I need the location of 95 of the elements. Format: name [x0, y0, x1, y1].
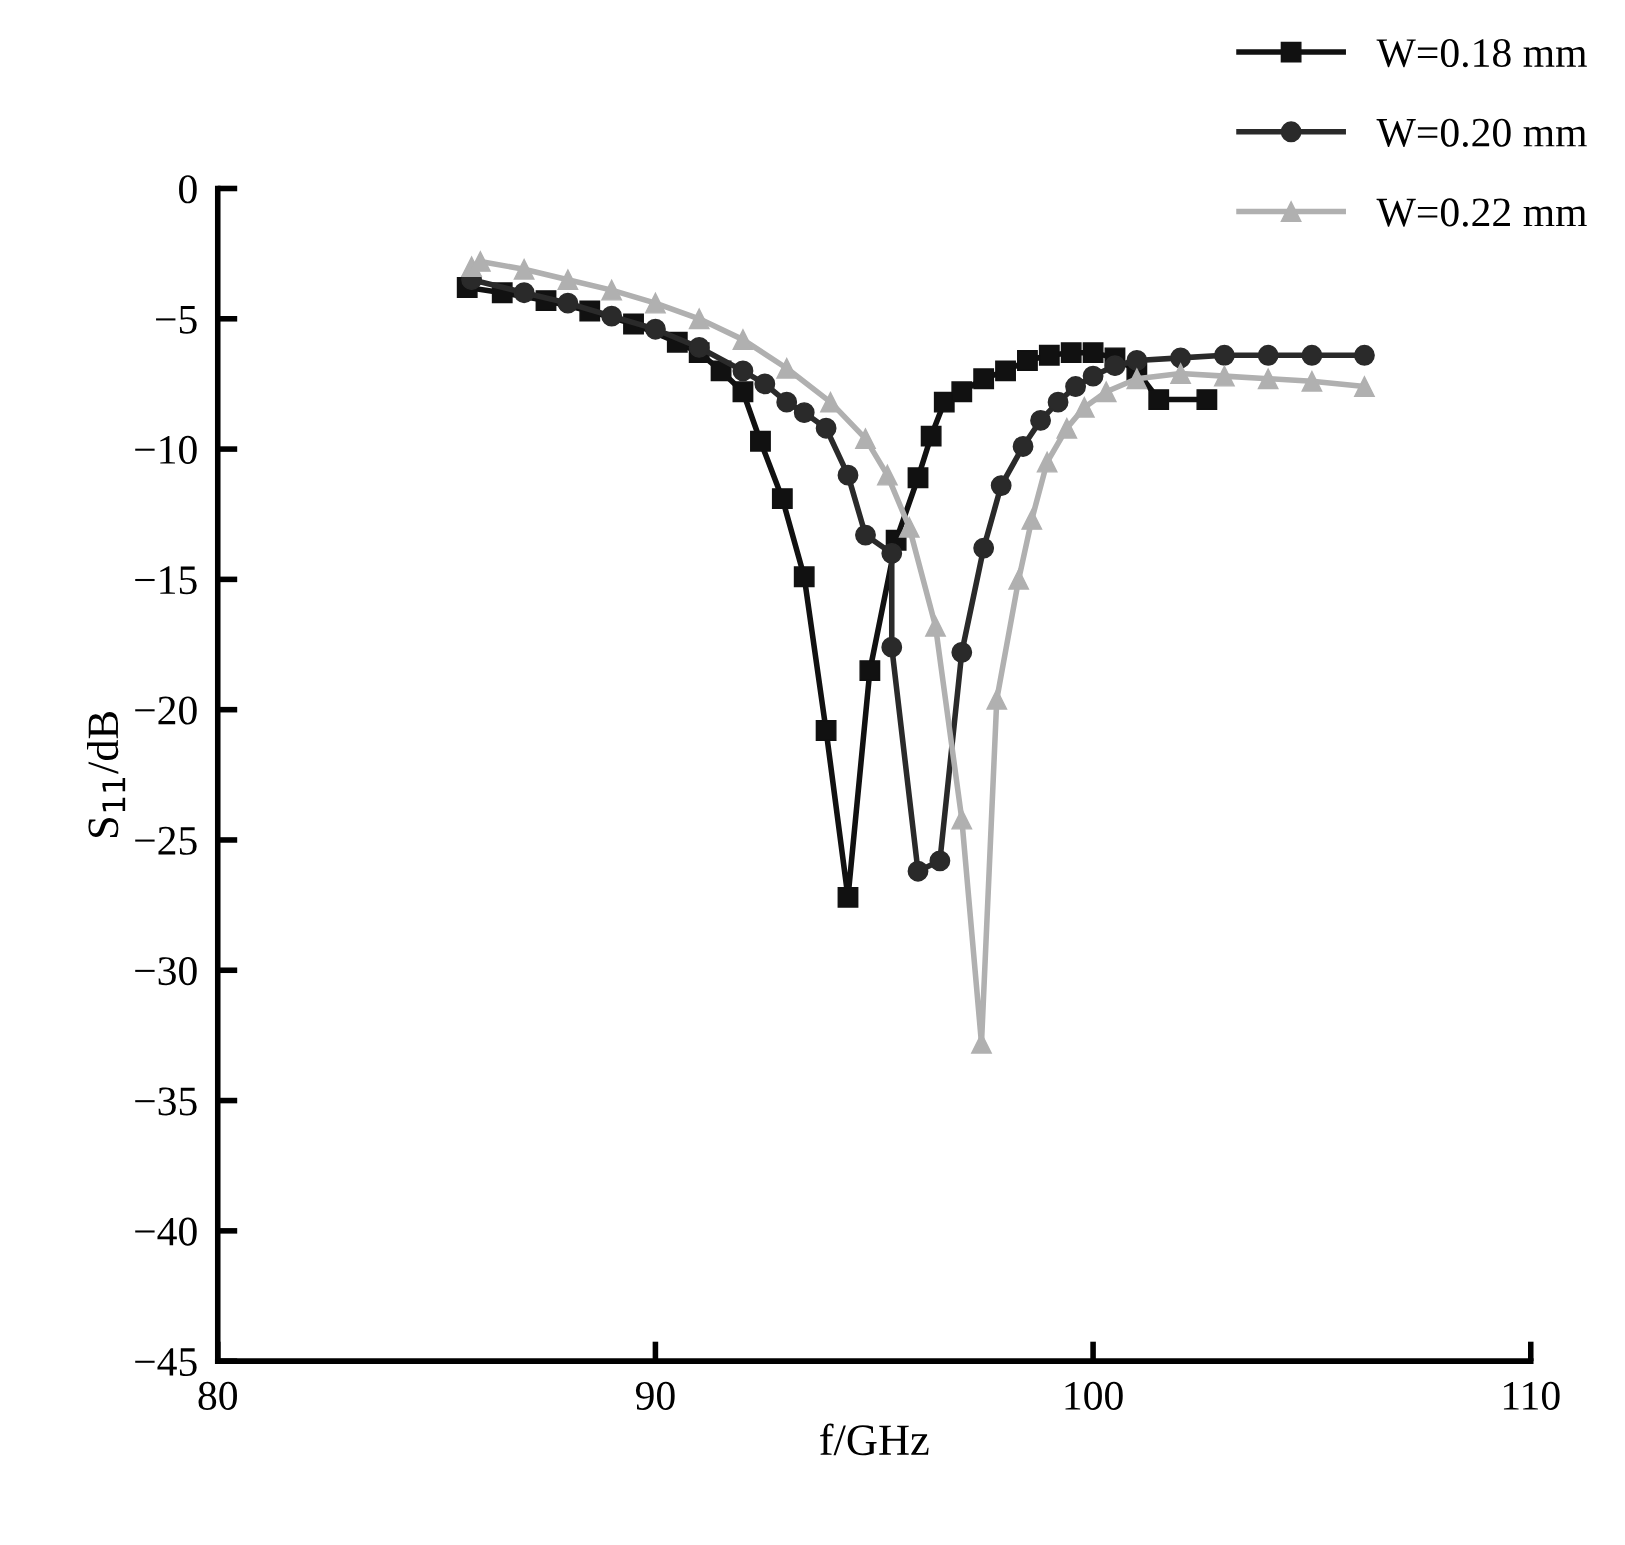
point	[973, 368, 995, 390]
point	[990, 475, 1012, 496]
point	[776, 391, 798, 413]
point	[815, 720, 837, 741]
point	[815, 417, 837, 439]
y-tick-label: −40	[135, 1217, 197, 1246]
point	[601, 279, 623, 301]
point	[771, 488, 793, 510]
point	[986, 688, 1008, 710]
point	[898, 516, 920, 538]
point	[1030, 409, 1051, 431]
point	[907, 467, 929, 489]
point	[1036, 451, 1058, 473]
point	[855, 524, 876, 546]
y-tick-label: −20	[135, 696, 197, 725]
point	[1126, 368, 1148, 390]
point	[1170, 347, 1192, 369]
point	[837, 464, 859, 486]
point	[973, 537, 995, 559]
point	[1065, 376, 1086, 397]
point	[776, 357, 798, 379]
point	[1073, 396, 1095, 418]
point	[1021, 509, 1043, 530]
point	[1148, 389, 1170, 410]
x-tick-label: 90	[635, 1381, 675, 1410]
point	[1213, 344, 1235, 366]
point	[859, 660, 881, 681]
point	[951, 381, 973, 403]
point	[881, 542, 903, 564]
y-tick-label: −45	[135, 1348, 197, 1377]
point	[920, 425, 942, 447]
point	[1082, 365, 1104, 387]
point	[1257, 344, 1279, 366]
point	[601, 305, 623, 327]
x-axis-title: f/GHz	[820, 1423, 929, 1456]
point	[881, 636, 903, 658]
point	[793, 566, 815, 588]
point	[1257, 368, 1279, 390]
point	[907, 860, 929, 882]
x-tick-label: 110	[1503, 1381, 1560, 1410]
legend-label: W=0.22 mm	[1376, 198, 1587, 227]
point	[1354, 344, 1375, 366]
legend-label: W=0.20 mm	[1376, 118, 1587, 148]
point	[557, 292, 579, 314]
point	[644, 318, 666, 340]
point	[1095, 381, 1117, 403]
x-tick-label: 80	[198, 1381, 237, 1410]
y-tick-label: −25	[135, 826, 197, 855]
point	[951, 641, 973, 663]
y-tick-label: −5	[156, 305, 197, 334]
point	[1056, 417, 1078, 439]
point	[557, 269, 579, 291]
point	[754, 373, 776, 395]
point	[933, 391, 955, 413]
point	[1017, 350, 1038, 371]
point	[1301, 344, 1323, 366]
point	[876, 464, 898, 486]
point	[855, 428, 876, 450]
point	[1213, 365, 1235, 387]
point	[1126, 350, 1148, 371]
legend-label: W=0.18 mm	[1376, 38, 1587, 68]
point	[929, 850, 951, 872]
point	[1082, 342, 1104, 364]
point	[750, 430, 771, 452]
point	[1170, 363, 1192, 384]
x-tick-label: 100	[1065, 1381, 1123, 1410]
point	[837, 886, 859, 908]
point	[688, 308, 710, 330]
y-tick-label: −30	[135, 957, 197, 986]
point	[513, 258, 535, 280]
y-tick-label: −10	[135, 435, 197, 464]
y-axis-title: S$_{11}$/dB	[87, 711, 126, 837]
point	[820, 391, 841, 413]
y-tick-label: −35	[135, 1087, 197, 1116]
point	[1104, 355, 1126, 377]
point	[1060, 342, 1082, 364]
point	[688, 337, 710, 358]
point	[644, 292, 666, 314]
point	[1196, 389, 1218, 410]
point	[1038, 344, 1060, 366]
point	[951, 808, 973, 830]
point	[1012, 436, 1034, 457]
point	[1047, 391, 1069, 413]
point	[1301, 370, 1323, 392]
point	[1354, 376, 1375, 397]
point	[793, 402, 815, 424]
point	[925, 615, 946, 637]
point	[513, 282, 535, 304]
y-tick-label: 0	[179, 175, 197, 204]
y-tick-label: −15	[135, 566, 197, 595]
point	[732, 360, 754, 382]
point	[995, 360, 1016, 382]
point	[732, 381, 754, 403]
point	[1008, 568, 1030, 590]
point	[732, 329, 754, 351]
